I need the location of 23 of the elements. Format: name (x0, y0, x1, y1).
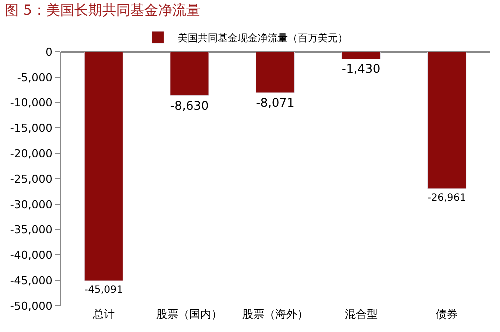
chart-title: 图 5：美国长期共同基金净流量 (5, 2, 200, 19)
y-tick-label: -45,000 (10, 274, 53, 288)
y-tick-label: -50,000 (10, 300, 53, 313)
data-label: -8,071 (256, 96, 295, 110)
x-tick-label: 债券 (436, 308, 458, 321)
data-label: -45,091 (84, 285, 124, 296)
y-tick-label: -25,000 (10, 172, 53, 186)
y-tick-label: -5,000 (17, 71, 53, 84)
x-tick-label: 股票（海外） (242, 308, 308, 321)
data-label: -26,961 (428, 193, 466, 204)
x-tick-label: 总计 (92, 308, 115, 321)
y-tick-label: -15,000 (10, 122, 53, 136)
y-tick-label: -35,000 (10, 224, 53, 237)
x-tick-label: 股票（国内） (156, 308, 223, 321)
y-tick-label: 0 (46, 46, 53, 59)
x-tick-label: 混合型 (344, 308, 378, 321)
data-label: -1,430 (342, 62, 381, 76)
y-tick-label: -40,000 (10, 249, 53, 262)
data-label: -8,630 (170, 98, 209, 113)
y-tick-label: -30,000 (10, 198, 53, 212)
legend-label: 美国共同基金现金净流量（百万美元） (178, 32, 348, 44)
y-tick-label: -20,000 (10, 147, 53, 160)
y-tick-label: -10,000 (10, 96, 53, 110)
